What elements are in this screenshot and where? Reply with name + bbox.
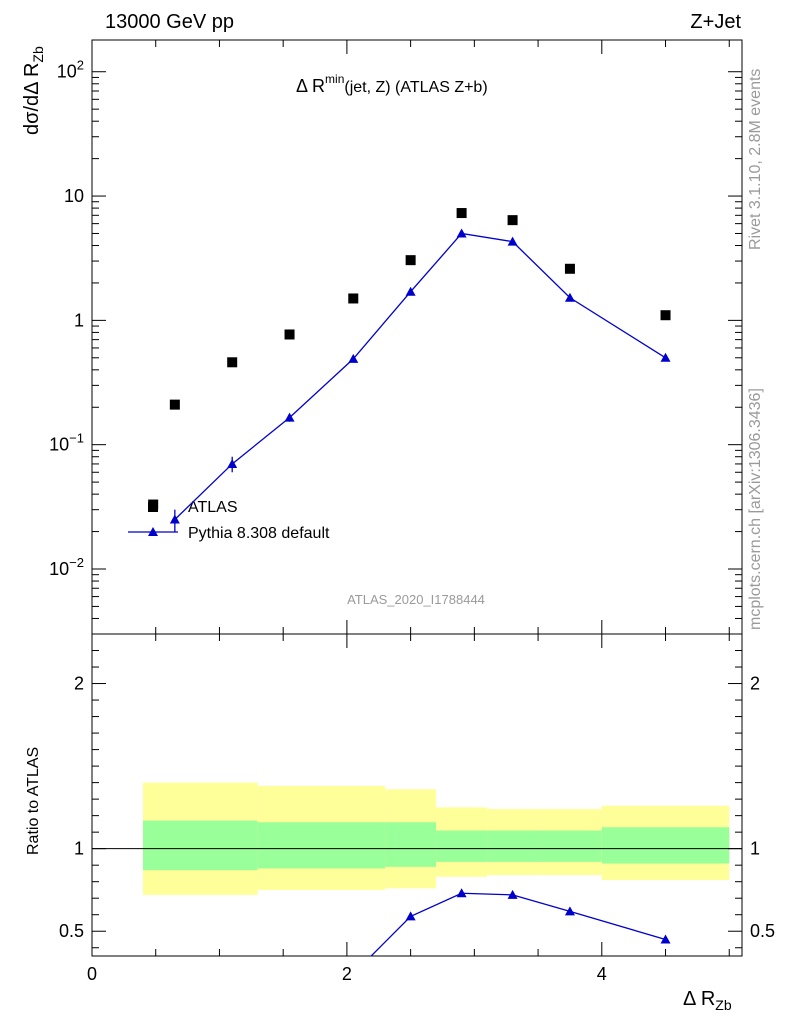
pythia-ratio-point xyxy=(405,911,416,921)
main-y-tick-label-exponent: −2 xyxy=(69,555,84,570)
pythia-main-point xyxy=(348,353,359,363)
pythia-main-point xyxy=(405,286,416,296)
main-y-tick-label: 10−2 xyxy=(49,555,84,579)
pythia-ratio-group xyxy=(370,888,671,956)
main-y-tick-label: 1 xyxy=(74,310,84,330)
main-y-tick-label-base: 10 xyxy=(49,559,69,579)
pythia-ratio-point xyxy=(507,889,518,899)
atlas-data-point xyxy=(456,208,467,219)
plot-title-rest: (jet, Z) (ATLAS Z+b) xyxy=(344,79,487,96)
atlas-data-point xyxy=(660,310,671,321)
pythia-main-point xyxy=(564,292,575,302)
atlas-data-point xyxy=(169,399,180,410)
plot-title-main: Δ R xyxy=(296,76,325,96)
pythia-main-point xyxy=(660,352,671,362)
main-y-axis-label-sub: Zb xyxy=(30,46,46,63)
pythia-ratio-point xyxy=(660,934,671,944)
pythia-main-point xyxy=(169,514,180,524)
main-plot-frame xyxy=(91,39,743,635)
x-tick-label: 2 xyxy=(342,964,352,984)
main-y-axis-label-text: dσ/dΔ R xyxy=(21,63,43,135)
legend-atlas-marker xyxy=(148,502,158,512)
ratio-band-inner xyxy=(385,822,437,867)
ratio-band-inner xyxy=(601,827,730,864)
pythia-ratio-line xyxy=(370,892,666,956)
legend-label-pythia: Pythia 8.308 default xyxy=(188,525,330,542)
atlas-data-point xyxy=(284,329,295,340)
ratio-uncertainty-bands xyxy=(142,782,730,895)
main-y-tick-label: 102 xyxy=(57,58,84,82)
ratio-y-tick-label-right: 2 xyxy=(750,674,760,694)
ratio-band-inner xyxy=(436,830,488,862)
ratio-y-tick-label-left: 1 xyxy=(74,839,84,859)
pythia-main-point xyxy=(284,412,295,422)
ratio-y-tick-label-right: 0.5 xyxy=(750,921,775,941)
ratio-band-inner xyxy=(487,830,539,862)
ratio-y-axis-label: Ratio to ATLAS xyxy=(25,747,42,855)
ratio-band-inner xyxy=(142,820,258,871)
legend-pythia-marker xyxy=(148,527,158,536)
atlas-data-point xyxy=(405,255,416,266)
plot-title: Δ Rmin(jet, Z) (ATLAS Z+b) xyxy=(296,72,488,96)
atlas-data-point xyxy=(227,357,238,368)
pythia-ratio-point xyxy=(564,906,575,916)
header-process-label: Z+Jet xyxy=(690,11,741,33)
main-y-tick-label-exponent: 2 xyxy=(77,58,84,73)
ratio-band-inner xyxy=(538,830,602,862)
pythia-main-line xyxy=(174,232,666,520)
x-axis-label-sub: Zb xyxy=(715,997,732,1013)
pythia-main-point xyxy=(507,236,518,246)
atlas-data-point xyxy=(564,263,575,274)
main-y-axis-label: dσ/dΔ RZb xyxy=(21,46,46,135)
plot-frames xyxy=(91,39,743,957)
main-y-tick-label-base: 10 xyxy=(57,62,77,82)
main-y-tick-label-base: 10 xyxy=(49,435,69,455)
main-y-tick-label-exponent: −1 xyxy=(69,431,84,446)
analysis-id-label: ATLAS_2020_I1788444 xyxy=(347,592,485,607)
x-tick-label: 0 xyxy=(87,964,97,984)
main-y-tick-label: 10 xyxy=(64,186,84,206)
atlas-data-point xyxy=(507,215,518,226)
x-tick-label: 4 xyxy=(597,964,607,984)
legend-markers xyxy=(128,502,178,536)
ratio-y-tick-label-right: 1 xyxy=(750,839,760,859)
ratio-plot-frame xyxy=(91,633,743,957)
ratio-y-tick-label-left: 2 xyxy=(74,674,84,694)
pythia-main-point xyxy=(456,228,467,238)
pythia-ratio-point xyxy=(456,888,467,898)
header-energy-label: 13000 GeV pp xyxy=(105,11,234,33)
x-axis-label: Δ RZb xyxy=(683,988,732,1013)
plot-title-superscript: min xyxy=(325,72,344,86)
ratio-y-tick-label-left: 0.5 xyxy=(59,921,84,941)
x-axis-label-text: Δ R xyxy=(683,988,715,1010)
atlas-data-point xyxy=(348,293,359,304)
rivet-version-label: Rivet 3.1.10, 2.8M events xyxy=(747,69,764,250)
data-marks xyxy=(148,208,671,956)
pythia-main-point xyxy=(227,458,238,468)
legend-label-atlas: ATLAS xyxy=(188,499,238,516)
mcplots-reference-label: mcplots.cern.ch [arXiv:1306.3436] xyxy=(747,388,764,630)
main-y-tick-label: 10−1 xyxy=(49,431,84,455)
ratio-band-inner xyxy=(257,822,386,869)
